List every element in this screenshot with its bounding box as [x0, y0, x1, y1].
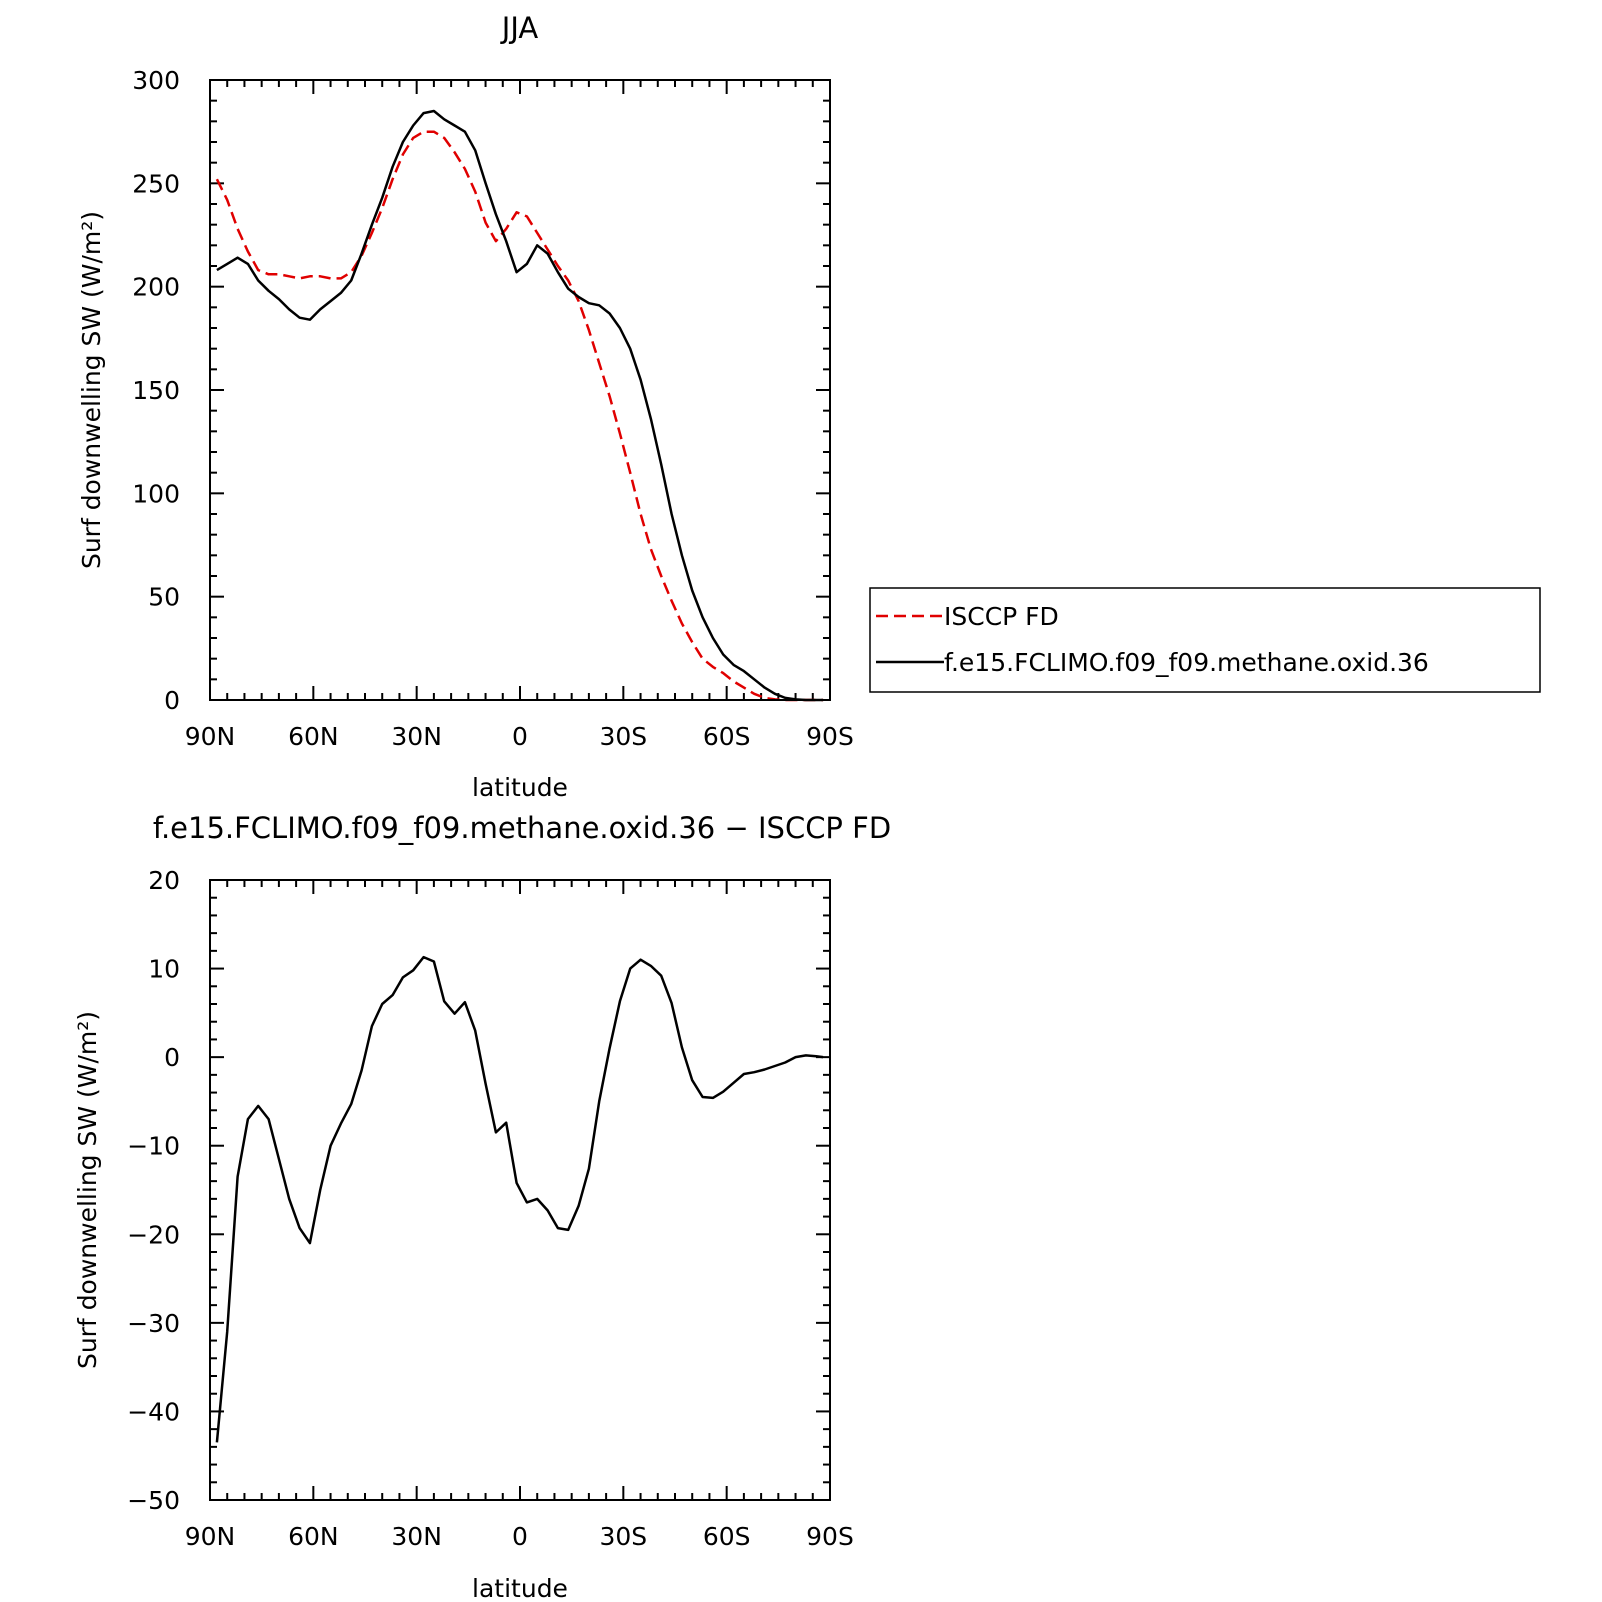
- bottom-chart-x-tick-label: 30S: [599, 1522, 647, 1551]
- bottom-chart-series: [215, 955, 824, 1443]
- top-chart-y-tick-label: 300: [132, 66, 180, 95]
- top-chart-series-line-model: [216, 109, 824, 702]
- bottom-chart-y-tick-label: 10: [148, 955, 180, 984]
- bottom-chart-y-tick-label: 0: [164, 1043, 180, 1072]
- bottom-chart-x-tick-label: 30N: [391, 1522, 442, 1551]
- top-chart-x-tick-label: 60N: [288, 722, 339, 751]
- bottom-chart-x-tick-label: 60S: [703, 1522, 751, 1551]
- top-chart-panel: JJA 90N 60N 30N 0 30S 60S 90S 0 50 100 150 200 250 30…: [77, 11, 854, 802]
- top-chart-series: [215, 109, 824, 702]
- top-chart-ticks: [209, 79, 831, 701]
- top-chart-y-tick-label: 150: [132, 376, 180, 405]
- top-chart-tick-labels: 90N 60N 30N 0 30S 60S 90S 0 50 100 150 200 250 300: [132, 66, 854, 751]
- top-chart-y-tick-label: 50: [148, 583, 180, 612]
- top-chart-xlabel: latitude: [472, 773, 568, 802]
- bottom-chart-series-line-model: [215, 955, 824, 1443]
- top-chart-x-tick-label: 90N: [185, 722, 236, 751]
- top-chart-x-tick-label: 60S: [703, 722, 751, 751]
- top-chart-y-tick-label: 0: [164, 686, 180, 715]
- bottom-chart-xlabel: latitude: [472, 1574, 568, 1602]
- bottom-chart-panel: f.e15.FCLIMO.f09_f09.methane.oxid.36 − I…: [73, 811, 891, 1602]
- top-chart-y-tick-label: 100: [132, 479, 180, 508]
- top-chart-y-tick-label: 200: [132, 273, 180, 302]
- legend-label-model: f.e15.FCLIMO.f09_f09.methane.oxid.36: [944, 648, 1429, 677]
- bottom-chart-y-tick-label: −20: [127, 1220, 180, 1249]
- top-chart-y-tick-label: 250: [132, 169, 180, 198]
- legend-box: [869, 587, 1541, 693]
- bottom-chart-title: f.e15.FCLIMO.f09_f09.methane.oxid.36 − I…: [153, 811, 891, 845]
- legend: ISCCP FD f.e15.FCLIMO.f09_f09.methane.ox…: [869, 587, 1541, 693]
- bottom-chart-y-tick-label: −10: [127, 1132, 180, 1161]
- bottom-chart-y-tick-label: −40: [127, 1397, 180, 1426]
- bottom-chart-x-tick-label: 60N: [288, 1522, 339, 1551]
- legend-label-isccp: ISCCP FD: [944, 602, 1059, 631]
- top-chart-x-tick-label: 90S: [806, 722, 854, 751]
- bottom-chart-y-tick-label: −50: [127, 1486, 180, 1515]
- bottom-chart-x-tick-label: 0: [512, 1522, 528, 1551]
- bottom-chart-frame: [209, 879, 831, 1501]
- top-chart-ylabel: Surf downwelling SW (W/m²): [77, 211, 106, 569]
- top-chart-series-line-isccp: [215, 130, 824, 702]
- top-chart-title: JJA: [500, 11, 539, 45]
- bottom-chart-y-tick-label: −30: [127, 1309, 180, 1338]
- bottom-chart-y-tick-label: 20: [148, 866, 180, 895]
- bottom-chart-x-tick-label: 90S: [806, 1522, 854, 1551]
- top-chart-x-tick-label: 30S: [599, 722, 647, 751]
- top-chart-x-tick-label: 30N: [391, 722, 442, 751]
- bottom-chart-x-tick-label: 90N: [185, 1522, 236, 1551]
- top-chart-x-tick-label: 0: [512, 722, 528, 751]
- top-chart-frame: [209, 79, 831, 701]
- bottom-chart-ylabel: Surf downwelling SW (W/m²): [73, 1011, 102, 1369]
- bottom-chart-tick-labels: 90N 60N 30N 0 30S 60S 90S −50 −40 −30 −20 −10 0 10 20: [127, 866, 854, 1551]
